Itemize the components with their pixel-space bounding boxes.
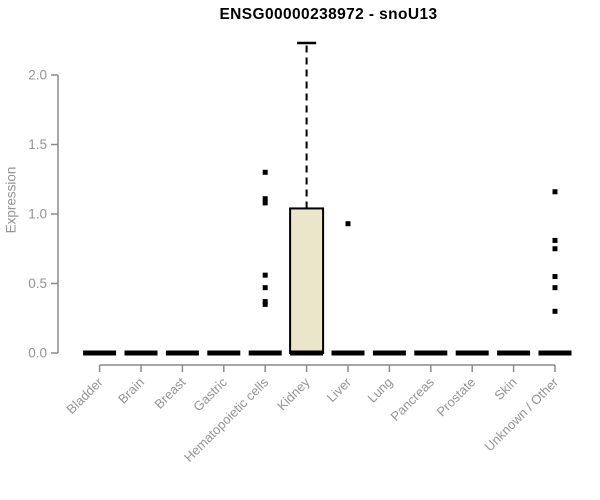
x-tick-label: Lung <box>364 375 395 406</box>
x-tick-label: Brain <box>115 375 147 407</box>
median-line <box>331 350 365 356</box>
median-line <box>372 350 406 356</box>
median-line <box>248 350 282 356</box>
median-line <box>497 350 531 356</box>
median-line <box>83 350 117 356</box>
outlier-point <box>262 299 268 305</box>
outlier-point <box>552 308 558 314</box>
y-tick-label: 2.0 <box>28 68 47 83</box>
y-tick-label: 1.5 <box>28 137 47 152</box>
x-tick-label: Bladder <box>63 374 106 417</box>
outlier-point <box>262 285 268 291</box>
median-line <box>124 350 158 356</box>
x-tick-label: Liver <box>324 374 355 405</box>
median-line <box>538 350 572 356</box>
outlier-point <box>345 221 351 227</box>
outlier-point <box>262 301 268 307</box>
y-tick-label: 0.0 <box>28 346 47 361</box>
outlier-point <box>262 169 268 175</box>
y-tick-label: 1.0 <box>28 207 47 222</box>
x-tick-label: Breast <box>151 374 188 411</box>
median-line <box>207 350 241 356</box>
x-tick-label: Unknown / Other <box>482 374 562 454</box>
outlier-point <box>262 272 268 278</box>
median-line <box>455 350 489 356</box>
y-tick-label: 0.5 <box>28 276 47 291</box>
x-tick-label: Gastric <box>190 374 230 414</box>
box-Kidney <box>289 207 325 354</box>
outlier-point <box>552 237 558 243</box>
outlier-point <box>552 285 558 291</box>
outlier-point <box>262 200 268 206</box>
x-tick-label: Prostate <box>433 375 478 420</box>
x-tick-label: Kidney <box>274 374 313 413</box>
outlier-point <box>262 196 268 202</box>
median-line <box>290 350 324 356</box>
chart-title: ENSG00000238972 - snoU13 <box>219 6 438 23</box>
median-line <box>165 350 199 356</box>
outlier-point <box>552 189 558 195</box>
outlier-point <box>552 246 558 252</box>
x-tick-label: Skin <box>491 375 519 403</box>
x-tick-label: Pancreas <box>387 374 437 424</box>
outlier-point <box>552 274 558 280</box>
median-line <box>414 350 448 356</box>
